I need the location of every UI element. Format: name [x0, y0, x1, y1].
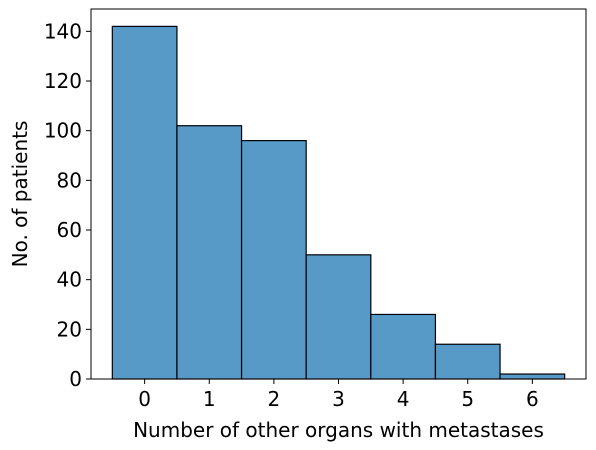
y-tick-label: 120 [44, 69, 82, 93]
bars-group [111, 25, 566, 380]
bar-5 [434, 343, 501, 380]
bar-2 [240, 140, 307, 380]
x-tick-label: 1 [203, 387, 216, 411]
y-tick-label: 40 [57, 268, 82, 292]
y-axis-label: No. of patients [8, 121, 32, 268]
x-tick-label: 0 [138, 387, 151, 411]
x-tick-label: 6 [526, 387, 539, 411]
y-tick-label: 140 [44, 19, 82, 43]
bar-3 [305, 254, 372, 380]
y-tick-label: 80 [57, 168, 82, 192]
y-tick-label: 60 [57, 218, 82, 242]
x-tick-label: 5 [461, 387, 474, 411]
x-axis-label: Number of other organs with metastases [133, 418, 544, 442]
bar-0 [111, 25, 178, 380]
bar-4 [370, 313, 437, 380]
bar-1 [176, 125, 243, 380]
x-tick-label: 2 [268, 387, 281, 411]
x-axis: 0 1 2 3 4 5 6 [138, 379, 539, 411]
y-tick-label: 100 [44, 119, 82, 143]
bar-6 [499, 373, 566, 380]
x-tick-label: 4 [397, 387, 410, 411]
y-axis: 0 20 40 60 80 100 120 140 [44, 19, 91, 391]
y-tick-label: 0 [69, 367, 82, 391]
x-tick-label: 3 [332, 387, 345, 411]
y-tick-label: 20 [57, 317, 82, 341]
